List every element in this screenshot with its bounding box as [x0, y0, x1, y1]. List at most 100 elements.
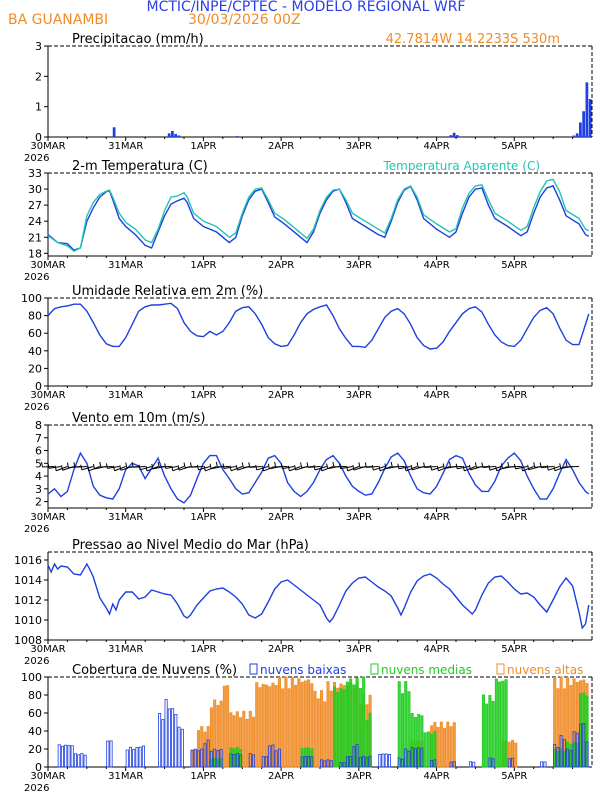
precip-bar [579, 122, 582, 137]
cloud-bar [443, 727, 447, 768]
cloud-bar [255, 682, 259, 768]
wind-barb-flag [300, 462, 303, 468]
wind-barb-flag [280, 463, 283, 469]
cloud-bar [73, 753, 77, 768]
cloud-legend-label: nuvens altas [507, 663, 583, 677]
x-year-label: 2026 [24, 524, 49, 535]
cloud-bar [404, 748, 408, 768]
cloud-bar [222, 685, 226, 768]
cloud-bar [514, 742, 518, 768]
cloud-bar [349, 678, 353, 768]
cloud-bar [507, 758, 511, 768]
wind-barb-flag [262, 465, 264, 472]
y-tick-label: 0 [35, 131, 42, 144]
temp-legend-apparent: Temperatura Aparente (C) [382, 159, 540, 173]
wind-barb [554, 466, 567, 472]
wind-barb-flag [229, 465, 232, 471]
temp-line-temperatura-c- [47, 185, 590, 251]
wind-barb-flag [474, 462, 477, 468]
y-tick-label: 40 [28, 725, 42, 738]
cloud-bar [485, 703, 489, 768]
cloud-bar [77, 754, 81, 768]
cloud-bar [540, 761, 544, 768]
cloud-bar [219, 749, 223, 768]
y-tick-label: 1012 [14, 594, 42, 607]
wind-barb [373, 466, 385, 471]
cloud-bar [491, 758, 495, 768]
cloud-bar [294, 684, 298, 768]
cloud-bar [511, 757, 515, 768]
x-tick-label: 4APR [423, 390, 449, 401]
cloud-bar [449, 761, 453, 768]
cloud-bar [206, 739, 210, 768]
x-year-label: 2026 [24, 783, 49, 792]
x-tick-label: 1APR [190, 771, 216, 782]
y-tick-label: 0 [35, 761, 42, 774]
cloud-bar [171, 708, 175, 768]
cloud-bar [417, 747, 421, 768]
wind-barb [282, 466, 295, 470]
wind-barb [139, 466, 152, 471]
x-tick-label: 3APR [346, 141, 372, 152]
cloud-bar [430, 759, 434, 768]
y-tick-label: 30 [28, 183, 42, 196]
wind-barb-flag [151, 463, 154, 469]
x-tick-label: 5APR [501, 512, 527, 523]
wind-barb-flag [274, 461, 277, 468]
cloud-bar [407, 750, 411, 768]
wind-barb-flag [481, 462, 484, 468]
cloud-bar [226, 685, 230, 768]
wind-barb-flag [378, 465, 381, 471]
cloud-bar [452, 722, 456, 768]
x-tick-label: 31MAR [108, 512, 143, 523]
cloud-bar [488, 757, 492, 768]
coords-label: 42.7814W 14.2233S 530m [386, 32, 560, 47]
cloud-bar [566, 748, 570, 768]
y-tick-label: 40 [28, 345, 42, 358]
cloud-bar [180, 728, 184, 768]
wind-barb-flag [448, 461, 451, 468]
cloud-bar [452, 761, 456, 768]
wind-barb-flag [255, 464, 258, 471]
x-tick-label: 4APR [423, 141, 449, 152]
cloud-bar [397, 757, 401, 768]
wind-barb-flag [209, 463, 212, 469]
cloud-bar [264, 684, 268, 768]
y-tick-label: 18 [28, 247, 42, 260]
cloud-bar [216, 750, 220, 768]
y-tick-label: 1014 [14, 574, 42, 587]
cloud-bar [468, 761, 472, 768]
wind-barb-flag [105, 463, 108, 469]
cloud-bar [365, 757, 369, 768]
cloud-bar [345, 681, 349, 768]
x-tick-label: 1APR [190, 260, 216, 271]
cloud-bar [400, 693, 404, 768]
wind-barb-flag [157, 461, 160, 468]
cloud-bar [64, 744, 68, 768]
cloud-bar [358, 757, 362, 768]
cloud-bar [504, 679, 508, 768]
cloud-bar [352, 746, 356, 768]
wind-barb-flag [248, 462, 251, 468]
wind-barb-flag [553, 465, 556, 471]
clouds-panel: 0 20 40 60 80 100 30MAR 31MAR 1APR 2APR 3APR 4APR 5A… [21, 663, 593, 792]
cloud-bar [488, 695, 492, 768]
wind-barb-flag [196, 464, 199, 470]
cloud-bar [264, 756, 268, 768]
wind-barb [107, 466, 120, 469]
precip-bar [582, 111, 586, 137]
wind-barb [515, 466, 528, 470]
x-year-label: 2026 [24, 153, 49, 164]
precip-bar [177, 135, 181, 137]
x-tick-label: 4APR [423, 771, 449, 782]
cloud-bar [378, 753, 382, 768]
x-tick-label: 31MAR [108, 390, 143, 401]
x-tick-label: 5APR [501, 771, 527, 782]
x-tick-label: 5APR [501, 260, 527, 271]
cloud-bar [200, 748, 204, 768]
wind-barb [379, 466, 392, 472]
y-tick-label: 100 [21, 292, 42, 305]
precip-bar [588, 99, 592, 137]
y-tick-label: 7 [35, 432, 42, 445]
cloud-bar [323, 701, 327, 768]
